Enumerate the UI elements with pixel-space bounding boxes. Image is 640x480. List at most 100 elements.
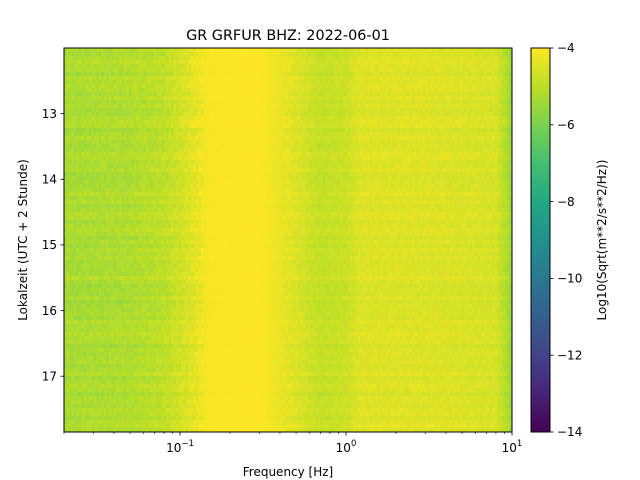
heatmap-cell — [118, 104, 122, 109]
heatmap-cell — [474, 64, 478, 69]
heatmap-cell — [278, 104, 282, 109]
heatmap-cell — [245, 84, 249, 89]
heatmap-cell — [307, 100, 311, 105]
heatmap-cell — [502, 88, 506, 93]
heatmap-cell — [171, 84, 175, 89]
heatmap-cell — [243, 76, 247, 81]
heatmap-cell — [482, 80, 486, 85]
heatmap-cell — [330, 64, 334, 69]
heatmap-cell — [81, 80, 85, 85]
heatmap-cell — [397, 100, 401, 105]
heatmap-cell — [148, 60, 152, 65]
heatmap-cell — [188, 88, 192, 93]
heatmap-cell — [402, 100, 406, 105]
heatmap-cell — [307, 92, 311, 97]
heatmap-cell — [355, 92, 359, 97]
heatmap-cell — [350, 100, 354, 105]
heatmap-cell — [327, 100, 331, 105]
heatmap-cell — [307, 96, 311, 101]
heatmap-cell — [424, 84, 428, 89]
heatmap-cell — [497, 48, 501, 53]
heatmap-cell — [238, 72, 242, 77]
heatmap-cell — [442, 68, 446, 73]
heatmap-cell — [161, 88, 165, 93]
heatmap-cell — [459, 80, 463, 85]
heatmap-cell — [414, 48, 419, 53]
heatmap-cell — [372, 52, 376, 57]
heatmap-cell — [78, 92, 83, 97]
heatmap-cell — [220, 80, 224, 85]
heatmap-cell — [91, 92, 95, 97]
heatmap-cell — [397, 56, 401, 61]
heatmap-cell — [208, 48, 212, 53]
heatmap-cell — [494, 52, 498, 57]
heatmap-cell — [250, 92, 254, 97]
heatmap-cell — [385, 92, 389, 97]
heatmap-cell — [233, 104, 237, 109]
heatmap-cell — [292, 100, 297, 105]
heatmap-cell — [238, 52, 242, 57]
heatmap-cell — [375, 52, 379, 57]
heatmap-cell — [128, 104, 132, 109]
heatmap-cell — [292, 80, 297, 85]
heatmap-cell — [86, 84, 90, 89]
heatmap-cell — [407, 56, 411, 61]
heatmap-cell — [427, 72, 431, 77]
heatmap-cell — [484, 48, 488, 53]
heatmap-cell — [367, 56, 371, 61]
heatmap-cell — [477, 84, 481, 89]
heatmap-cell — [497, 96, 501, 101]
heatmap-cell — [83, 52, 87, 57]
heatmap-cell — [176, 80, 180, 85]
heatmap-cell — [96, 92, 100, 97]
heatmap-cell — [195, 64, 199, 69]
heatmap-cell — [210, 100, 214, 105]
heatmap-cell — [397, 68, 401, 73]
heatmap-cell — [467, 72, 471, 77]
heatmap-cell — [362, 72, 366, 77]
heatmap-cell — [347, 56, 351, 61]
heatmap-cell — [88, 100, 92, 105]
heatmap-cell — [288, 56, 292, 61]
heatmap-cell — [148, 96, 152, 101]
heatmap-cell — [126, 68, 130, 73]
heatmap-cell — [106, 64, 110, 69]
heatmap-cell — [113, 72, 117, 77]
heatmap-cell — [337, 76, 341, 81]
heatmap-cell — [400, 52, 404, 57]
heatmap-cell — [295, 100, 299, 105]
heatmap-cell — [200, 68, 204, 73]
heatmap-cell — [200, 84, 204, 89]
heatmap-cell — [360, 64, 364, 69]
heatmap-cell — [295, 88, 299, 93]
heatmap-cell — [315, 96, 319, 101]
heatmap-cell — [347, 96, 351, 101]
heatmap-cell — [302, 60, 307, 65]
heatmap-cell — [402, 68, 406, 73]
heatmap-cell — [178, 64, 182, 69]
heatmap-cell — [133, 88, 137, 93]
heatmap-cell — [484, 76, 488, 81]
heatmap-cell — [320, 88, 324, 93]
heatmap-cell — [83, 76, 87, 81]
heatmap-cell — [479, 52, 483, 57]
heatmap-cell — [392, 68, 396, 73]
heatmap-cell — [375, 92, 379, 97]
heatmap-cell — [292, 68, 297, 73]
heatmap-cell — [452, 68, 456, 73]
heatmap-cell — [283, 76, 287, 81]
heatmap-cell — [327, 56, 331, 61]
heatmap-cell — [71, 64, 75, 69]
heatmap-cell — [88, 84, 92, 89]
heatmap-cell — [447, 68, 451, 73]
heatmap-cell — [412, 84, 416, 89]
heatmap-cell — [330, 60, 334, 65]
heatmap-cell — [193, 52, 197, 57]
heatmap-cell — [280, 60, 284, 65]
heatmap-cell — [390, 104, 394, 109]
heatmap-cell — [220, 92, 224, 97]
heatmap-cell — [407, 64, 411, 69]
heatmap-cell — [437, 80, 441, 85]
heatmap-cell — [116, 48, 120, 53]
heatmap-cell — [507, 56, 511, 61]
